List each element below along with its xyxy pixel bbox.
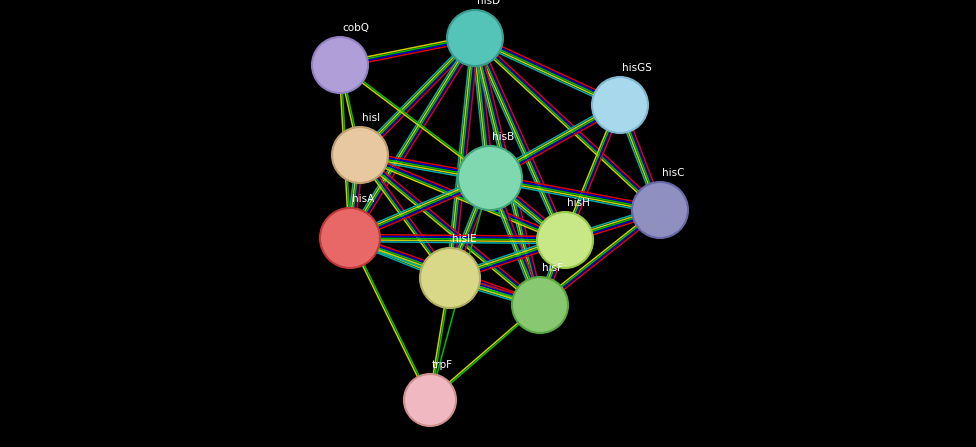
Circle shape [592,77,648,133]
Text: hisB: hisB [492,132,514,142]
Circle shape [512,277,568,333]
Text: cobQ: cobQ [342,23,369,33]
Text: hisC: hisC [662,168,684,178]
Circle shape [312,37,368,93]
Circle shape [458,146,522,210]
Text: hisF: hisF [542,263,563,273]
Text: hisIE: hisIE [452,234,476,244]
Circle shape [404,374,456,426]
Text: hisD: hisD [477,0,500,6]
Text: trpF: trpF [432,360,453,370]
Circle shape [447,10,503,66]
Circle shape [632,182,688,238]
Text: hisA: hisA [352,194,374,204]
Circle shape [320,208,380,268]
Circle shape [420,248,480,308]
Text: hisGS: hisGS [622,63,652,73]
Circle shape [537,212,593,268]
Text: hisH: hisH [567,198,590,208]
Circle shape [332,127,388,183]
Text: hisI: hisI [362,113,380,123]
